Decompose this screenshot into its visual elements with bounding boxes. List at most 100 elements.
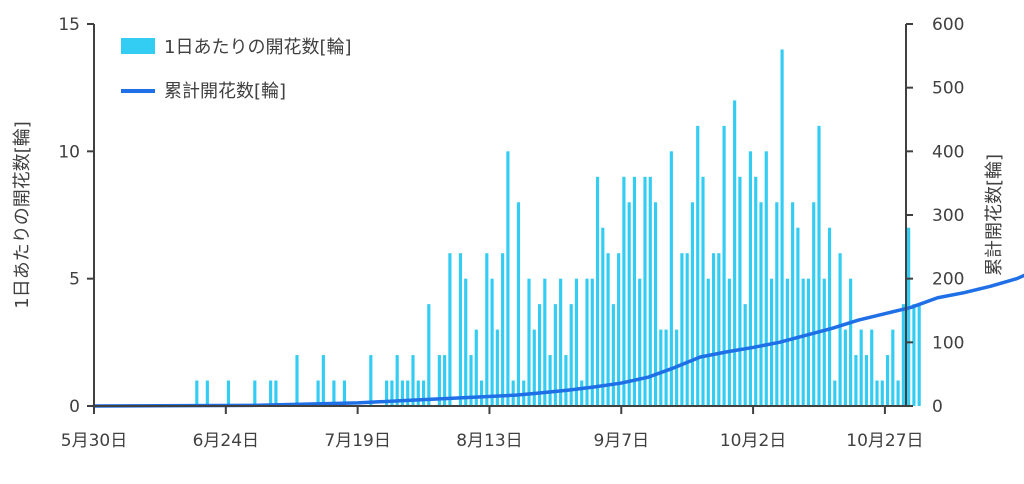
bar <box>543 278 547 406</box>
bar <box>759 202 763 406</box>
left-y-tick-label: 5 <box>69 270 80 290</box>
bar <box>195 380 199 406</box>
bar <box>400 380 405 406</box>
bar <box>738 176 742 406</box>
bar <box>506 151 510 406</box>
bar <box>907 227 911 406</box>
bar <box>574 278 579 406</box>
legend-label-cumulative: 累計開花数[輪] <box>164 81 286 102</box>
bar <box>827 227 832 406</box>
x-tick-label: 10月2日 <box>720 431 786 451</box>
bar <box>733 100 737 407</box>
bar <box>342 380 347 406</box>
bar <box>458 253 463 406</box>
bar <box>685 253 689 406</box>
bar <box>485 253 489 406</box>
bar <box>870 329 874 406</box>
bar <box>443 355 447 406</box>
bar <box>780 49 784 406</box>
bar <box>901 304 905 406</box>
bar <box>664 329 668 406</box>
bar <box>838 253 842 406</box>
bar <box>369 355 373 406</box>
bar <box>727 278 731 406</box>
bar <box>843 329 847 406</box>
bar <box>622 176 626 406</box>
legend-swatch-daily <box>121 38 155 54</box>
bar <box>775 202 779 406</box>
legend: 1日あたりの開花数[輪] 累計開花数[輪] <box>121 37 352 102</box>
bar <box>590 278 594 406</box>
bar <box>717 253 721 406</box>
bar <box>601 227 605 406</box>
bar <box>548 355 552 406</box>
bar <box>395 355 399 406</box>
bar <box>253 380 257 406</box>
bar <box>822 278 826 406</box>
bar <box>411 355 415 406</box>
bar <box>537 304 542 406</box>
bar <box>891 329 895 406</box>
bar <box>885 355 890 406</box>
bar <box>479 380 484 406</box>
bar <box>748 151 753 406</box>
bar <box>864 355 869 406</box>
bar <box>495 329 499 406</box>
bar <box>817 125 821 407</box>
x-ticks: 5月30日 6月24日 7月19日 8月13日 9月7日 10月2日 10月27日 <box>61 406 924 451</box>
bar <box>553 304 557 406</box>
bar <box>806 278 811 406</box>
bar <box>680 253 684 406</box>
bar <box>269 380 273 406</box>
bar <box>226 380 231 406</box>
left-y-tick-label: 10 <box>58 142 80 162</box>
bar <box>295 355 299 406</box>
bar <box>690 202 695 406</box>
bar <box>791 202 795 406</box>
bar <box>648 176 652 406</box>
bar <box>659 329 663 406</box>
bar <box>595 176 600 406</box>
bar <box>437 355 441 406</box>
bar <box>580 380 584 406</box>
bar <box>875 380 879 406</box>
bar <box>632 176 637 406</box>
bar <box>722 125 726 407</box>
bar <box>585 278 589 406</box>
bar <box>416 380 420 406</box>
bar <box>464 278 468 406</box>
bar <box>701 176 705 406</box>
bar <box>785 278 789 406</box>
bar <box>912 304 916 406</box>
bar <box>880 380 884 406</box>
bar <box>812 202 816 406</box>
bar <box>406 380 410 406</box>
bar-series-daily <box>195 49 921 407</box>
right-y-tick-label: 500 <box>932 79 964 99</box>
right-y-tick-label: 100 <box>932 333 964 353</box>
right-y-tick-label: 400 <box>932 142 964 162</box>
bar <box>448 253 452 406</box>
bar <box>205 380 209 406</box>
bar <box>569 304 573 406</box>
right-y-ticks: 0 100 200 300 400 500 600 <box>906 15 964 417</box>
bar <box>706 278 710 406</box>
x-tick-label: 10月27日 <box>846 431 923 451</box>
bar <box>669 151 673 406</box>
bar <box>511 380 515 406</box>
legend-label-daily: 1日あたりの開花数[輪] <box>164 37 352 58</box>
bar <box>917 304 921 406</box>
bar <box>859 329 863 406</box>
bar <box>516 202 521 406</box>
bar <box>711 253 716 406</box>
bar <box>559 278 563 406</box>
bar <box>427 304 431 406</box>
bar <box>801 278 805 406</box>
line-series-cumulative <box>92 273 1024 408</box>
bar <box>764 151 768 406</box>
bar <box>490 278 494 406</box>
bar <box>849 278 853 406</box>
right-y-tick-label: 200 <box>932 270 964 290</box>
bar <box>743 304 747 406</box>
